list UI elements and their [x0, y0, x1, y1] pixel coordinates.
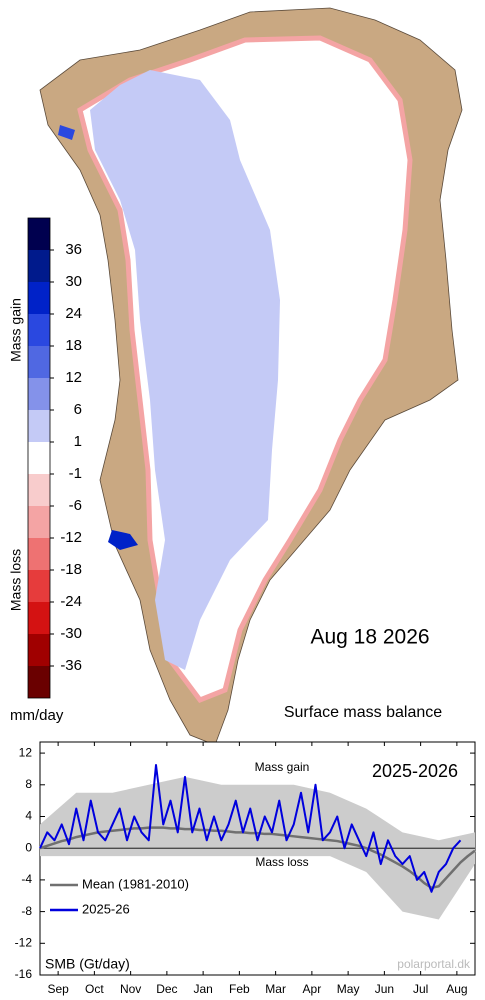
legend-unit: mm/day [10, 707, 64, 724]
colorbar-bin [28, 378, 50, 410]
y-tick-label: 0 [25, 840, 32, 854]
y-tick-label: 4 [25, 809, 32, 823]
x-tick-label: Nov [120, 982, 141, 996]
colorbar-tick-label: 24 [65, 305, 82, 322]
series-line [39, 826, 476, 890]
chart-title: 2025-2026 [372, 761, 458, 781]
colorbar-bin [28, 218, 50, 250]
y-axis-label: SMB (Gt/day) [45, 956, 130, 972]
colorbar-tick-label: -36 [60, 657, 82, 674]
y-tick-label: -8 [21, 904, 32, 918]
colorbar-tick-label: -24 [60, 593, 82, 610]
annotation: Mass loss [255, 855, 308, 869]
x-tick-label: Sep [47, 982, 69, 996]
colorbar-bin [28, 250, 50, 282]
x-tick-label: Jan [193, 982, 212, 996]
colorbar-bin [28, 282, 50, 314]
x-tick-label: May [337, 982, 360, 996]
colorbar-tick-label: 1 [74, 433, 82, 450]
colorbar-tick-label: -30 [60, 625, 82, 642]
colorbar-bin [28, 666, 50, 698]
legend-label: 2025-26 [82, 901, 130, 916]
colorbar-tick-label: 30 [65, 273, 82, 290]
legend-loss-label: Mass loss [8, 549, 24, 611]
x-tick-label: Dec [156, 982, 177, 996]
greenland-map [39, 7, 463, 746]
map-date: Aug 18 2026 [310, 626, 429, 649]
mass-gain-hotspot [58, 125, 75, 140]
credit: polarportal.dk [397, 957, 471, 971]
plot [39, 742, 476, 976]
colorbar-bin [28, 314, 50, 346]
colorbar-frame [27, 217, 51, 699]
y-tick-label: -4 [21, 872, 32, 886]
colorbar-bin [28, 602, 50, 634]
colorbar-bin [28, 474, 50, 506]
colorbar-tick-label: -1 [69, 465, 82, 482]
legend-gain-label: Mass gain [8, 298, 24, 362]
colorbar-tick-label: 12 [65, 369, 82, 386]
y-tick-label: 8 [25, 777, 32, 791]
colorbar-tick-label: 36 [65, 241, 82, 258]
x-tick-label: Apr [303, 982, 322, 996]
y-tick-label: -12 [15, 935, 33, 949]
x-tick-label: Aug [446, 982, 467, 996]
y-tick-label: 12 [19, 745, 33, 759]
colorbar-tick-label: 18 [65, 337, 82, 354]
x-tick-label: Mar [265, 982, 286, 996]
colorbar-bin [28, 634, 50, 666]
colorbar-bin [28, 570, 50, 602]
colorbar-bin [28, 506, 50, 538]
colorbar: 36 30 24 18 12 6 1 -1 -6 -12 -18 -24 -30 -36 [27, 217, 82, 699]
annotation: Mass gain [255, 760, 310, 774]
legend-label: Mean (1981-2010) [82, 876, 189, 891]
series-line [39, 763, 462, 893]
colorbar-tick-label: -6 [69, 497, 82, 514]
map-title: Surface mass balance [284, 704, 442, 721]
y-tick-label: -16 [15, 967, 33, 981]
x-tick-label: Oct [85, 982, 104, 996]
colorbar-bin [28, 410, 50, 442]
mass-gain-hotspot [108, 530, 138, 550]
x-tick-label: Feb [229, 982, 250, 996]
colorbar-tick-label: 6 [74, 401, 82, 418]
colorbar-bin [28, 346, 50, 378]
colorbar-bin [28, 538, 50, 570]
mass-gain-area [90, 70, 280, 670]
x-tick-label: Jul [413, 982, 428, 996]
x-tick-label: Jun [375, 982, 394, 996]
colorbar-tick-label: -12 [60, 529, 82, 546]
colorbar-bin [28, 442, 50, 474]
colorbar-tick-label: -18 [60, 561, 82, 578]
